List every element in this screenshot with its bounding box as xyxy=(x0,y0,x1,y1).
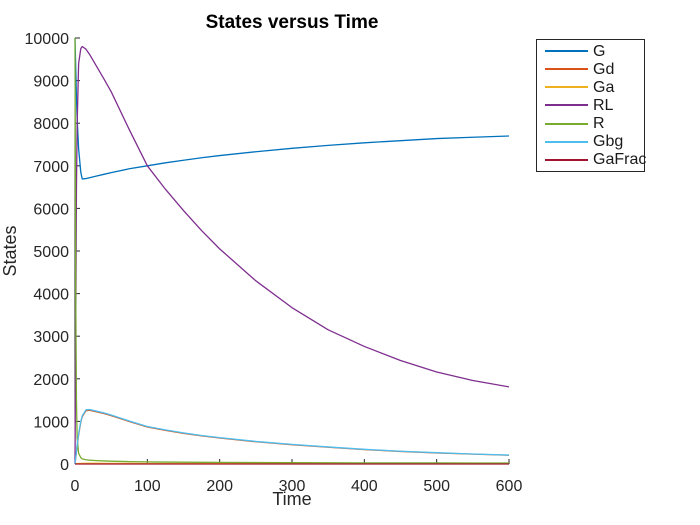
y-tick-label: 6000 xyxy=(33,201,69,218)
legend-label: Gbg xyxy=(593,133,624,151)
series-line-RL xyxy=(74,45,510,465)
y-tick-label: 1000 xyxy=(33,414,69,431)
series-line-R xyxy=(74,37,510,464)
legend-label: GaFrac xyxy=(593,151,647,169)
x-tick-label: 100 xyxy=(134,478,161,495)
y-tick-label: 3000 xyxy=(33,329,69,346)
y-tick-label: 9000 xyxy=(33,74,69,91)
plot-lines xyxy=(74,37,510,465)
legend-label: RL xyxy=(593,96,614,114)
series-line-Gbg xyxy=(74,408,510,465)
legend-swatch-R xyxy=(545,122,588,125)
legend-swatch-Gd xyxy=(545,68,588,71)
x-tick-label: 200 xyxy=(206,478,233,495)
x-tick-label: 300 xyxy=(279,478,306,495)
x-tick-label: 500 xyxy=(423,478,450,495)
legend-item-Gd: Gd xyxy=(537,61,644,78)
legend-item-GaFrac: GaFrac xyxy=(537,151,647,169)
y-tick-label: 5000 xyxy=(33,244,69,261)
plot-title: States versus Time xyxy=(206,12,379,33)
x-tick-label: 0 xyxy=(71,478,80,495)
legend-item-R: R xyxy=(537,115,644,132)
legend-swatch-GaFrac xyxy=(545,158,588,161)
legend-swatch-RL xyxy=(545,104,588,107)
legend-swatch-Gbg xyxy=(545,140,588,143)
series-line-Gd xyxy=(74,409,510,465)
y-tick-label: 7000 xyxy=(33,159,69,176)
legend-item-G: G xyxy=(537,43,644,60)
legend-label: Ga xyxy=(593,78,615,96)
legend: G Gd Ga RL R Gbg GaFrac xyxy=(536,39,647,172)
legend-item-Gbg: Gbg xyxy=(537,133,644,150)
legend-label: R xyxy=(593,115,605,133)
y-axis-label: States xyxy=(0,225,20,276)
legend-label: G xyxy=(593,42,606,60)
legend-swatch-Ga xyxy=(545,86,588,89)
series-line-G xyxy=(74,37,510,180)
legend-swatch-G xyxy=(545,50,588,53)
y-tick-label: 10000 xyxy=(25,31,70,48)
x-tick-label: 600 xyxy=(496,478,523,495)
legend-item-RL: RL xyxy=(537,97,644,114)
y-tick-label: 8000 xyxy=(33,116,69,133)
legend-item-Ga: Ga xyxy=(537,79,644,96)
y-tick-label: 4000 xyxy=(33,287,69,304)
y-tick-label: 0 xyxy=(60,457,69,474)
x-axis-label: Time xyxy=(272,489,311,509)
axes: 0 100 200 300 400 500 600010002000300040005000… xyxy=(25,31,523,495)
x-tick-label: 400 xyxy=(351,478,378,495)
legend-label: Gd xyxy=(593,60,615,78)
y-tick-label: 2000 xyxy=(33,372,69,389)
